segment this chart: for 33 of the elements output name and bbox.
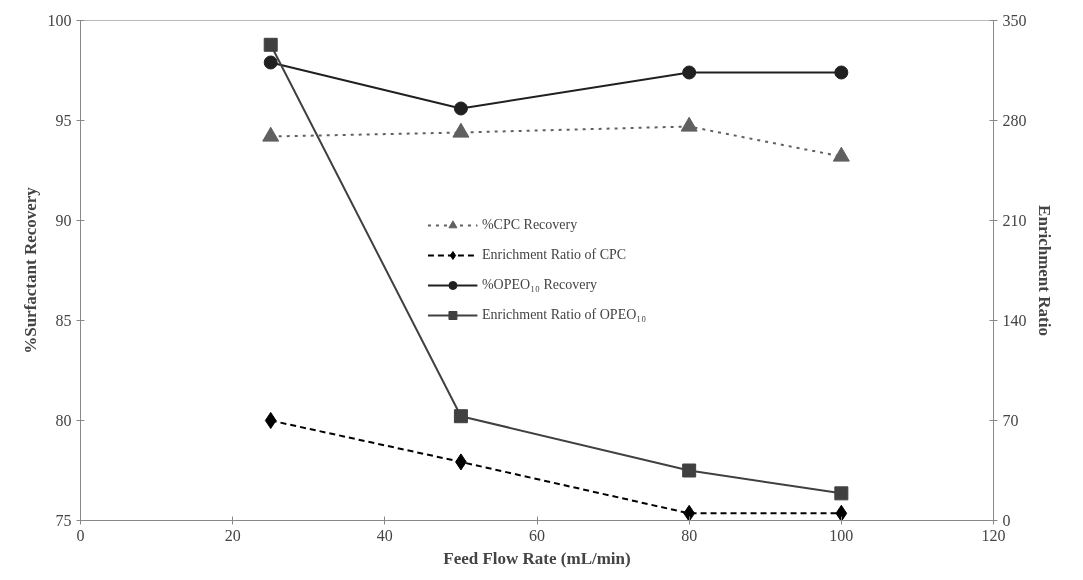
x-tick-label: 20 — [224, 526, 241, 544]
point — [263, 37, 278, 52]
x-tick-label: 0 — [76, 526, 85, 544]
y2-tick-label: 280 — [1002, 112, 1027, 129]
y2-tick-label: 210 — [1002, 212, 1027, 229]
x-tick-label: 60 — [529, 526, 545, 544]
y-tick-label: 90 — [55, 212, 72, 229]
y2-tick-label: 350 — [1002, 12, 1027, 29]
y-axis-title: %Surfactant Recovery — [20, 186, 40, 354]
point — [682, 463, 697, 478]
y2-axis-title: Enrichment Ratio — [1034, 205, 1054, 336]
point — [835, 504, 848, 521]
point — [453, 409, 468, 424]
x-tick-label: 120 — [981, 526, 1006, 544]
legend-label: %OPEO₁₀ Recovery — [481, 277, 598, 293]
point — [834, 486, 849, 501]
x-tick-label: 80 — [681, 526, 698, 544]
x-tick-label: 40 — [376, 526, 393, 544]
legend-label: Enrichment Ratio of OPEO₁₀ — [481, 307, 647, 323]
x-tick-label: 100 — [829, 526, 854, 544]
y-tick-label: 85 — [55, 312, 72, 329]
y-tick-label: 100 — [47, 12, 72, 29]
legend-label: %CPC Recovery — [481, 217, 578, 233]
y2-tick-label: 140 — [1002, 312, 1027, 329]
x-axis-title: Feed Flow Rate (mL/min) — [443, 548, 631, 568]
y2-tick-label: 70 — [1002, 412, 1019, 429]
point — [264, 412, 277, 429]
y-tick-label: 75 — [55, 512, 72, 529]
point — [683, 504, 695, 521]
legend-label: Enrichment Ratio of CPC — [481, 247, 627, 263]
y-tick-label: 80 — [55, 412, 72, 429]
y-tick-label: 95 — [55, 112, 72, 129]
y2-tick-label: 0 — [1002, 512, 1011, 529]
